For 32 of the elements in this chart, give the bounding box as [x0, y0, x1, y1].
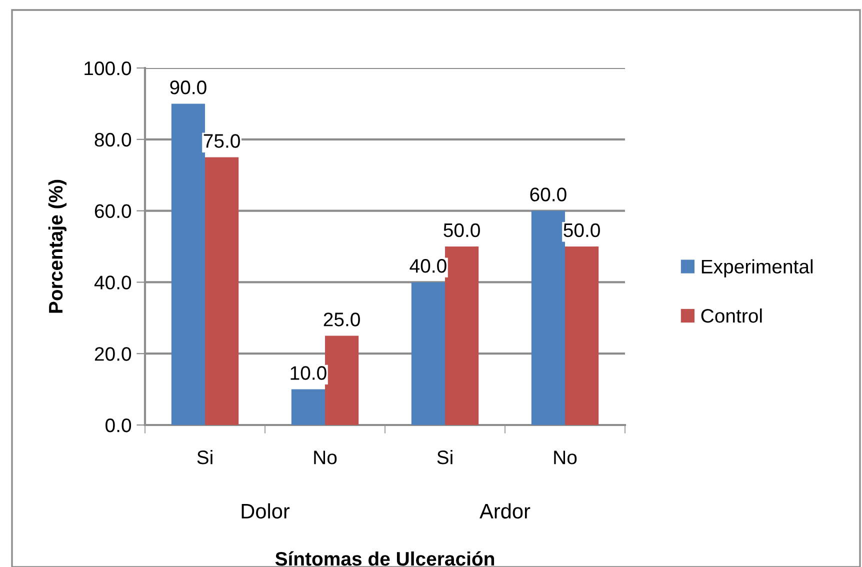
legend-label: Experimental: [702, 259, 813, 278]
legend-label: Control: [701, 308, 762, 323]
data-label: 75.0: [204, 134, 240, 148]
y-tick-label: 40.0: [94, 276, 132, 290]
bar: [205, 157, 239, 425]
bar: [325, 336, 359, 425]
x-axis-title: Síntomas de Ulceración: [275, 551, 494, 566]
data-label: 40.0: [410, 259, 446, 273]
data-label: 90.0: [170, 80, 206, 94]
x-tick-label: Si: [437, 450, 452, 464]
y-tick-label: 60.0: [94, 204, 132, 218]
y-axis-title: Porcentaje (%): [48, 180, 66, 313]
bar: [411, 282, 445, 425]
x-tick-label: Si: [197, 450, 212, 464]
text: Ardor: [480, 503, 530, 519]
data-label: 50.0: [444, 223, 480, 238]
bar: [531, 210, 565, 425]
data-label: 50.0: [564, 223, 600, 238]
y-tick-label: 80.0: [94, 132, 132, 147]
data-label: 10.0: [290, 366, 326, 380]
data-label: 60.0: [530, 188, 566, 202]
bar: [171, 104, 205, 425]
data-label: 25.0: [324, 312, 360, 326]
bar: [445, 246, 479, 425]
bar: [565, 246, 599, 425]
text: Dolor: [242, 503, 290, 519]
bar: [291, 389, 325, 425]
x-tick-label: No: [314, 450, 337, 464]
y-tick-label: 100.0: [84, 61, 132, 76]
y-tick-label: 0.0: [106, 418, 132, 432]
y-tick-label: 20.0: [94, 347, 132, 361]
x-tick-label: No: [554, 450, 577, 464]
